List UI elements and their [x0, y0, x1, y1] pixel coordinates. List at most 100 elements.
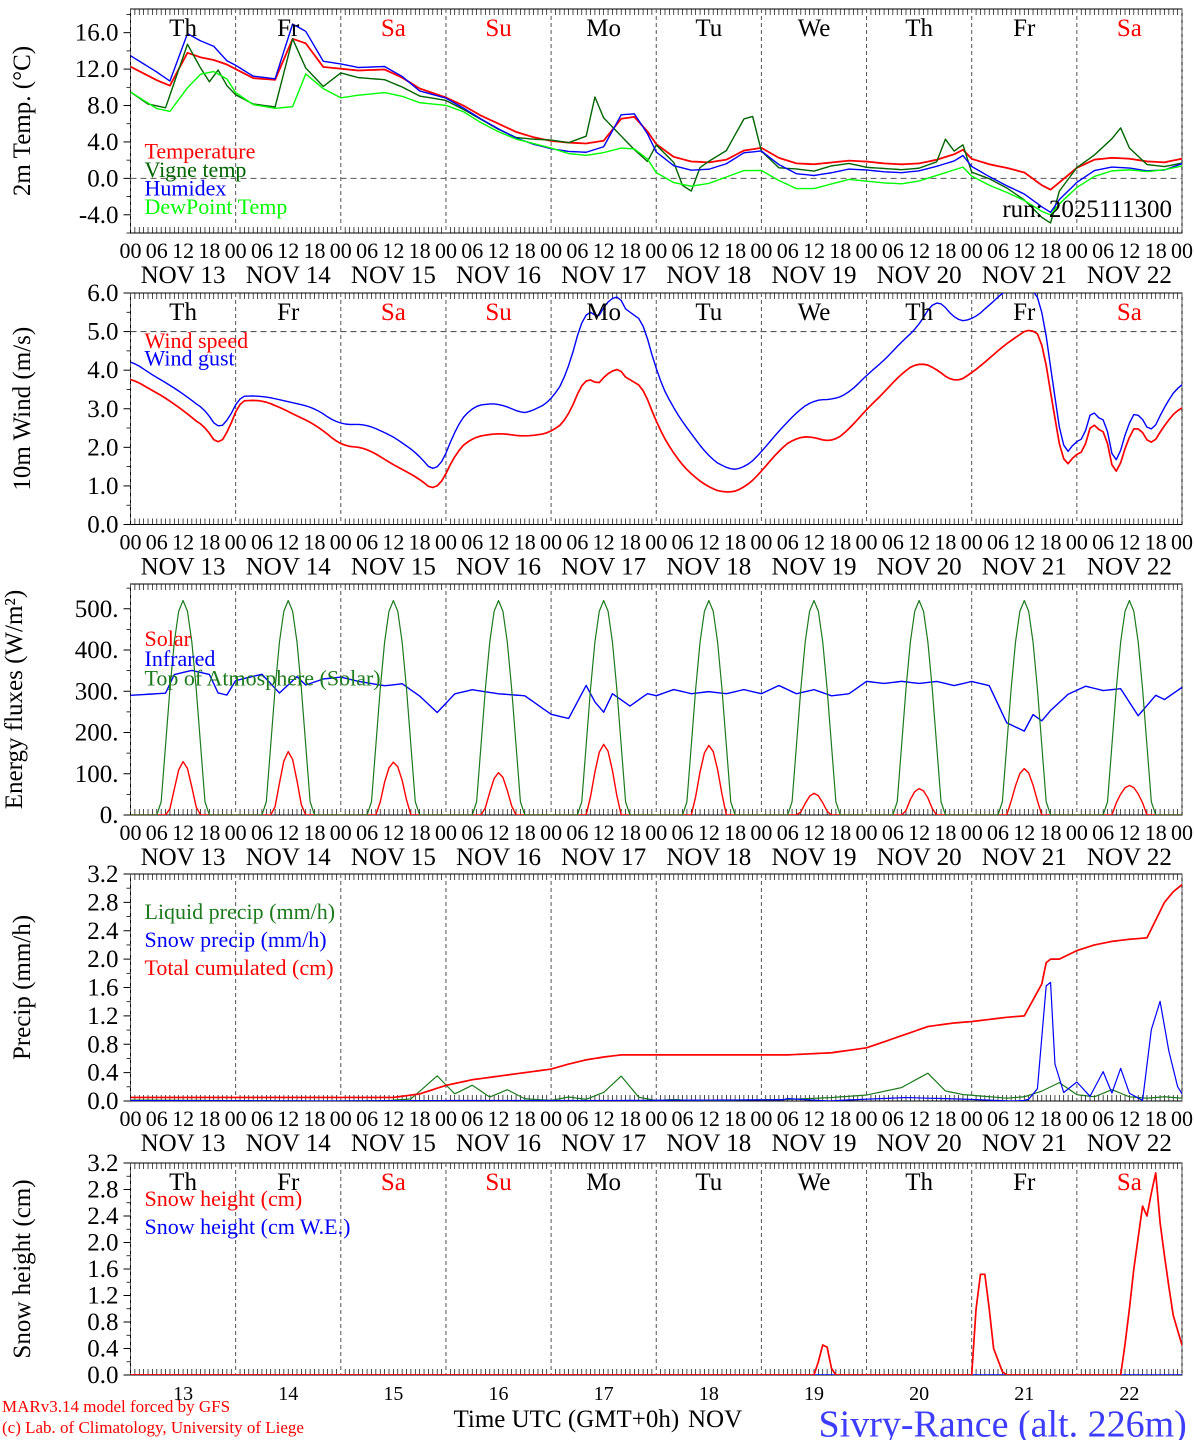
svg-text:NOV 20: NOV 20: [877, 844, 962, 871]
svg-text:06: 06: [1092, 820, 1114, 845]
svg-text:00: 00: [225, 1106, 247, 1131]
svg-text:12: 12: [698, 1106, 720, 1131]
svg-text:17: 17: [594, 1383, 614, 1405]
svg-text:06: 06: [672, 238, 694, 263]
svg-text:06: 06: [882, 1106, 904, 1131]
svg-text:18: 18: [724, 820, 746, 845]
svg-text:12: 12: [803, 820, 825, 845]
svg-text:Snow height (cm): Snow height (cm): [9, 1179, 36, 1358]
svg-text:06: 06: [251, 238, 273, 263]
svg-text:18: 18: [514, 238, 536, 263]
svg-text:06: 06: [566, 530, 588, 555]
svg-text:Fr: Fr: [1013, 299, 1036, 326]
svg-text:00: 00: [1171, 1106, 1193, 1131]
svg-text:00: 00: [645, 530, 667, 555]
svg-text:18: 18: [829, 530, 851, 555]
svg-text:06: 06: [461, 1106, 483, 1131]
svg-text:2m Temp. (°C): 2m Temp. (°C): [9, 46, 36, 196]
svg-text:5.0: 5.0: [87, 319, 118, 346]
svg-text:00: 00: [225, 238, 247, 263]
svg-text:12: 12: [172, 820, 194, 845]
svg-text:12: 12: [172, 530, 194, 555]
svg-text:00: 00: [330, 530, 352, 555]
svg-text:16: 16: [489, 1383, 509, 1405]
svg-text:1.6: 1.6: [87, 1256, 118, 1283]
svg-text:NOV 22: NOV 22: [1087, 844, 1172, 871]
svg-text:Sa: Sa: [381, 1169, 406, 1196]
svg-text:18: 18: [1145, 530, 1167, 555]
svg-text:18: 18: [198, 1106, 220, 1131]
svg-text:00: 00: [435, 530, 457, 555]
svg-text:Sa: Sa: [1117, 299, 1142, 326]
svg-text:Su: Su: [485, 1169, 512, 1196]
svg-text:18: 18: [619, 1106, 641, 1131]
svg-text:Sa: Sa: [1117, 1169, 1142, 1196]
svg-text:06: 06: [777, 1106, 799, 1131]
svg-text:12: 12: [488, 530, 510, 555]
svg-text:18: 18: [1145, 1106, 1167, 1131]
svg-text:NOV 19: NOV 19: [771, 554, 856, 581]
svg-text:(c) Lab. of Climatology, Unive: (c) Lab. of Climatology, University of L…: [2, 1418, 304, 1437]
svg-text:06: 06: [461, 820, 483, 845]
svg-text:NOV 18: NOV 18: [666, 262, 751, 289]
svg-text:00: 00: [435, 238, 457, 263]
svg-text:10m Wind (m/s): 10m Wind (m/s): [9, 327, 36, 491]
svg-text:00: 00: [540, 238, 562, 263]
svg-text:21: 21: [1014, 1383, 1034, 1405]
svg-text:00: 00: [750, 1106, 772, 1131]
svg-text:1.0: 1.0: [87, 473, 118, 500]
svg-text:18: 18: [409, 820, 431, 845]
svg-text:2.4: 2.4: [87, 1203, 119, 1230]
svg-text:00: 00: [225, 820, 247, 845]
svg-text:00: 00: [645, 1106, 667, 1131]
svg-text:18: 18: [198, 530, 220, 555]
svg-text:18: 18: [724, 238, 746, 263]
svg-text:12: 12: [277, 530, 299, 555]
svg-text:12: 12: [593, 820, 615, 845]
svg-text:14: 14: [278, 1383, 298, 1405]
svg-text:06: 06: [987, 530, 1009, 555]
svg-text:06: 06: [777, 238, 799, 263]
svg-text:00: 00: [961, 820, 983, 845]
svg-text:2.8: 2.8: [87, 889, 118, 916]
svg-text:2.0: 2.0: [87, 1230, 118, 1257]
svg-text:00: 00: [856, 820, 878, 845]
svg-text:0.0: 0.0: [87, 165, 118, 192]
svg-text:06: 06: [251, 820, 273, 845]
svg-text:-4.0: -4.0: [79, 202, 119, 229]
svg-text:NOV 22: NOV 22: [1087, 262, 1172, 289]
svg-text:18: 18: [619, 530, 641, 555]
svg-text:06: 06: [146, 530, 168, 555]
svg-text:00: 00: [1066, 820, 1088, 845]
svg-text:NOV 13: NOV 13: [141, 262, 226, 289]
svg-text:00: 00: [540, 1106, 562, 1131]
svg-text:06: 06: [672, 820, 694, 845]
svg-text:18: 18: [304, 238, 326, 263]
svg-text:Top of Atmosphere (Solar): Top of Atmosphere (Solar): [145, 666, 381, 691]
svg-text:12: 12: [1118, 1106, 1140, 1131]
svg-text:12: 12: [172, 238, 194, 263]
svg-text:NOV 22: NOV 22: [1087, 554, 1172, 581]
svg-text:00: 00: [330, 238, 352, 263]
svg-text:18: 18: [304, 530, 326, 555]
svg-text:NOV 15: NOV 15: [351, 844, 436, 871]
svg-text:06: 06: [566, 820, 588, 845]
svg-text:NOV 22: NOV 22: [1087, 1130, 1172, 1157]
svg-text:NOV 18: NOV 18: [666, 844, 751, 871]
svg-text:400.: 400.: [75, 637, 119, 664]
svg-text:12: 12: [488, 238, 510, 263]
svg-text:NOV 17: NOV 17: [561, 844, 646, 871]
svg-text:12: 12: [1013, 530, 1035, 555]
svg-text:NOV 16: NOV 16: [456, 554, 541, 581]
svg-text:2.8: 2.8: [87, 1177, 118, 1204]
svg-text:00: 00: [856, 1106, 878, 1131]
svg-text:Mo: Mo: [586, 15, 621, 42]
svg-text:1.2: 1.2: [87, 1003, 118, 1030]
svg-text:NOV 19: NOV 19: [771, 1130, 856, 1157]
svg-text:00: 00: [750, 820, 772, 845]
svg-text:NOV 20: NOV 20: [877, 262, 962, 289]
svg-text:06: 06: [461, 530, 483, 555]
svg-text:12: 12: [698, 820, 720, 845]
svg-text:200.: 200.: [75, 720, 119, 747]
svg-text:20: 20: [909, 1383, 929, 1405]
